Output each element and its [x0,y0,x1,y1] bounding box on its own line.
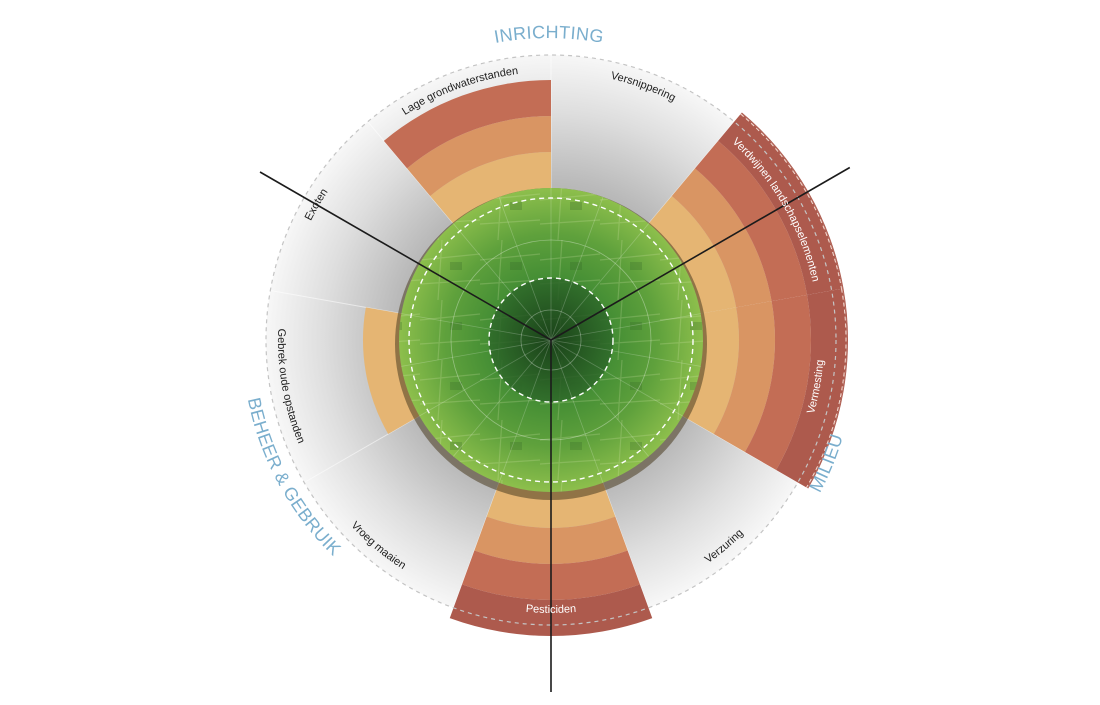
grid-spoke [550,339,604,483]
threshold-ring [488,277,614,403]
outer-boundary [265,54,837,626]
category-inrichting: INRICHTING [492,22,605,47]
grid-spoke [419,339,552,417]
grid-spoke [550,313,701,341]
pressure-band [671,168,772,308]
pressure-band [648,195,737,314]
segment-separator [303,415,420,483]
grid-spoke [550,197,604,341]
pressure-band [363,307,420,434]
grid-spoke [550,339,683,417]
category-divider [550,166,851,341]
pressure-band [430,152,551,224]
rings-layer [265,54,848,636]
grid-spoke [401,339,552,367]
grid-spoke [401,313,552,341]
grid-spoke [550,339,650,457]
grid-spoke [452,223,552,341]
pressure-band [713,301,775,452]
threshold-ring [408,197,694,483]
segment-label: Pesticiden [525,603,576,616]
pressure-band [718,113,843,295]
grid-spoke [498,339,552,483]
grid-spoke [550,223,650,341]
dividers-layer [259,166,851,692]
pressure-band [682,307,739,434]
category-divider [259,171,552,341]
pressure-band [694,140,808,302]
grid-spoke [498,197,552,341]
pressure-band [744,294,811,470]
pressure-band [776,288,847,488]
pressure-band [383,80,551,169]
pressure-band [407,116,551,196]
grid-spoke [452,339,552,457]
grid-spoke [550,339,701,367]
